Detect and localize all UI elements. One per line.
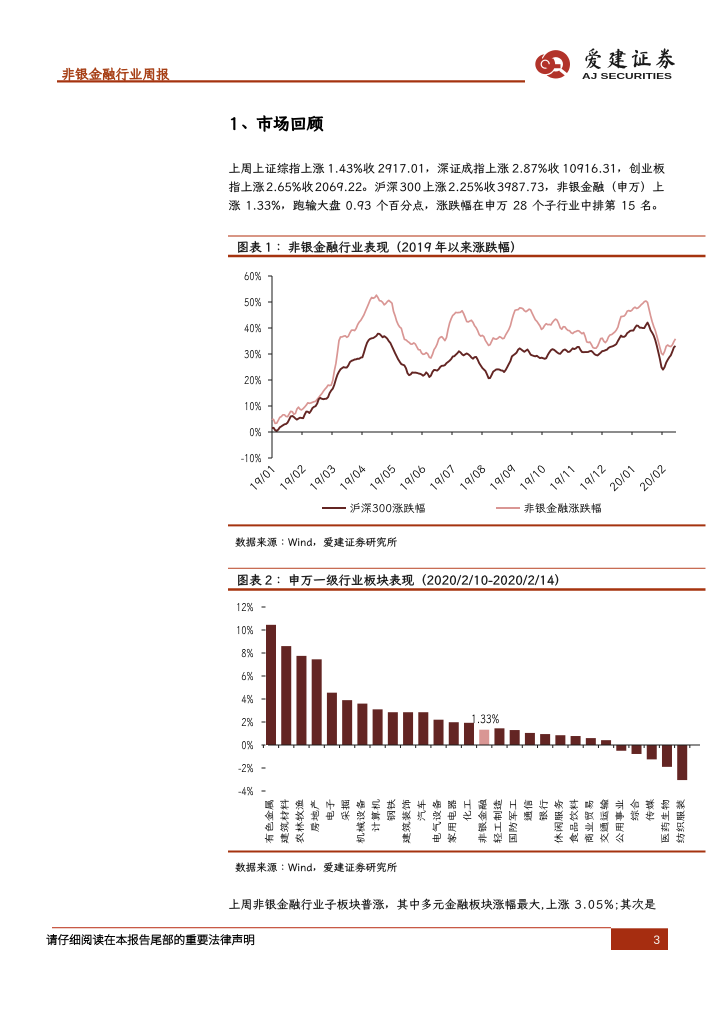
svg-text:AJ SECURITIES: AJ SECURITIES — [582, 71, 672, 81]
svg-text:3: 3 — [653, 933, 660, 947]
